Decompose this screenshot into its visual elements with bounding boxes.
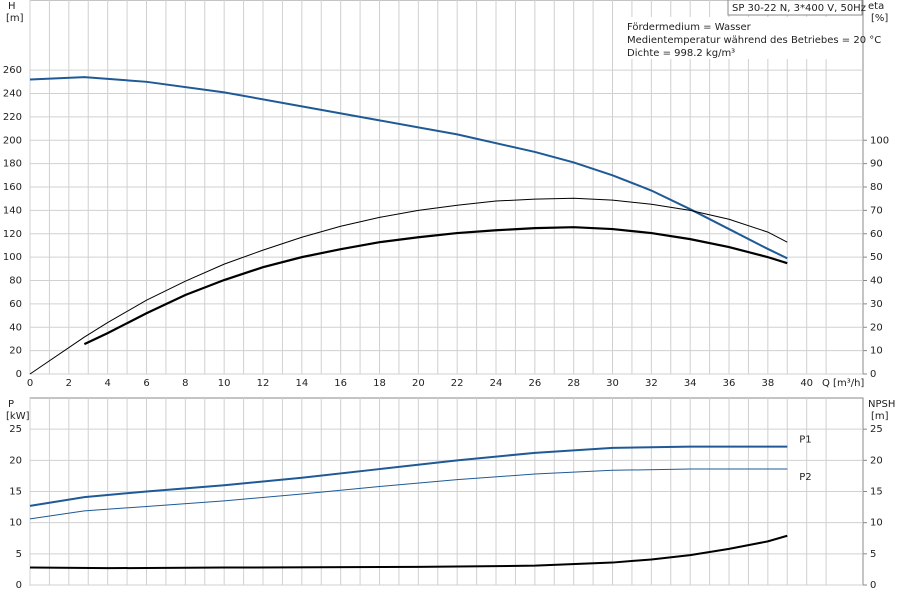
x-tick-label: 36 — [723, 378, 736, 389]
curve — [29, 534, 788, 570]
annotation: Dichte = 998.2 kg/m³ — [627, 48, 735, 59]
curve-label: P2 — [799, 472, 811, 483]
x-tick-label: 24 — [490, 378, 503, 389]
y2-tick-label: 0 — [870, 369, 876, 380]
y2-axis-unit: [%] — [871, 13, 888, 24]
curve — [29, 76, 788, 260]
y2-tick-label: 10 — [870, 346, 883, 357]
x-tick-label: 34 — [684, 378, 697, 389]
x-tick-label: 12 — [257, 378, 270, 389]
x-tick-label: 16 — [334, 378, 347, 389]
x-tick-label: 32 — [645, 378, 658, 389]
y-axis-unit: [m] — [6, 13, 24, 24]
x-tick-label: 8 — [182, 378, 188, 389]
curve — [83, 226, 788, 346]
y2-tick-label: 20 — [870, 322, 883, 333]
y-tick-label: 0 — [16, 369, 22, 380]
x-tick-label: 40 — [800, 378, 813, 389]
y-tick-label: 60 — [9, 299, 22, 310]
y-tick-label: 120 — [3, 229, 22, 240]
y-tick-label: 180 — [3, 159, 22, 170]
y2-tick-label: 60 — [870, 229, 883, 240]
x-tick-label: 18 — [373, 378, 386, 389]
curve-label: P1 — [799, 435, 811, 446]
y-tick-label: 240 — [3, 89, 22, 100]
x-tick-label: 10 — [218, 378, 231, 389]
y-tick-label: 220 — [3, 112, 22, 123]
x-tick-label: 20 — [412, 378, 425, 389]
y2-axis-unit: [m] — [871, 411, 889, 422]
y-tick-label: 100 — [3, 252, 22, 263]
y2-tick-label: 40 — [870, 276, 883, 287]
y-tick-label: 20 — [9, 346, 22, 357]
x-tick-label: 14 — [295, 378, 308, 389]
x-tick-label: 26 — [528, 378, 541, 389]
y-tick-label: 20 — [9, 455, 22, 466]
y-axis-label: P — [8, 399, 14, 410]
y2-tick-label: 90 — [870, 159, 883, 170]
y2-tick-label: 30 — [870, 299, 883, 310]
curve — [29, 197, 788, 375]
y-tick-label: 0 — [16, 580, 22, 591]
y-tick-label: 25 — [9, 424, 22, 435]
title-box — [727, 0, 863, 16]
y2-tick-label: 100 — [870, 135, 889, 146]
y-tick-label: 160 — [3, 182, 22, 193]
x-tick-label: 4 — [104, 378, 110, 389]
y2-tick-label: 5 — [870, 549, 876, 560]
y-tick-label: 10 — [9, 518, 22, 529]
x-tick-label: 28 — [567, 378, 580, 389]
y2-tick-label: 80 — [870, 182, 883, 193]
y2-tick-label: 15 — [870, 487, 883, 498]
annotation: Fördermedium = Wasser — [627, 22, 752, 33]
x-tick-label: 22 — [451, 378, 464, 389]
y-tick-label: 40 — [9, 322, 22, 333]
y2-tick-label: 25 — [870, 424, 883, 435]
y-tick-label: 80 — [9, 276, 22, 287]
y-axis-unit: [kW] — [6, 411, 30, 422]
y2-axis-label: NPSH — [868, 399, 895, 410]
y2-axis-label: eta — [868, 1, 884, 12]
x-tick-label: 38 — [761, 378, 774, 389]
y-tick-label: 15 — [9, 487, 22, 498]
x-tick-label: 0 — [27, 378, 33, 389]
x-tick-label: 2 — [66, 378, 72, 389]
y2-tick-label: 70 — [870, 205, 883, 216]
y-tick-label: 260 — [3, 65, 22, 76]
x-tick-label: 6 — [143, 378, 149, 389]
curve — [29, 468, 788, 520]
x-axis-label: Q [m³/h] — [822, 378, 864, 389]
chart-title: SP 30-22 N, 3*400 V, 50Hz — [732, 3, 866, 14]
curve — [29, 445, 788, 507]
y-tick-label: 5 — [16, 549, 22, 560]
annotation: Medientemperatur während des Betriebes =… — [627, 35, 881, 46]
y-tick-label: 140 — [3, 205, 22, 216]
x-tick-label: 30 — [606, 378, 619, 389]
y-tick-label: 200 — [3, 135, 22, 146]
y-axis-label: H — [8, 1, 16, 12]
y2-tick-label: 50 — [870, 252, 883, 263]
annotation-box — [622, 17, 862, 59]
y2-tick-label: 0 — [870, 580, 876, 591]
y2-tick-label: 20 — [870, 455, 883, 466]
y2-tick-label: 10 — [870, 518, 883, 529]
